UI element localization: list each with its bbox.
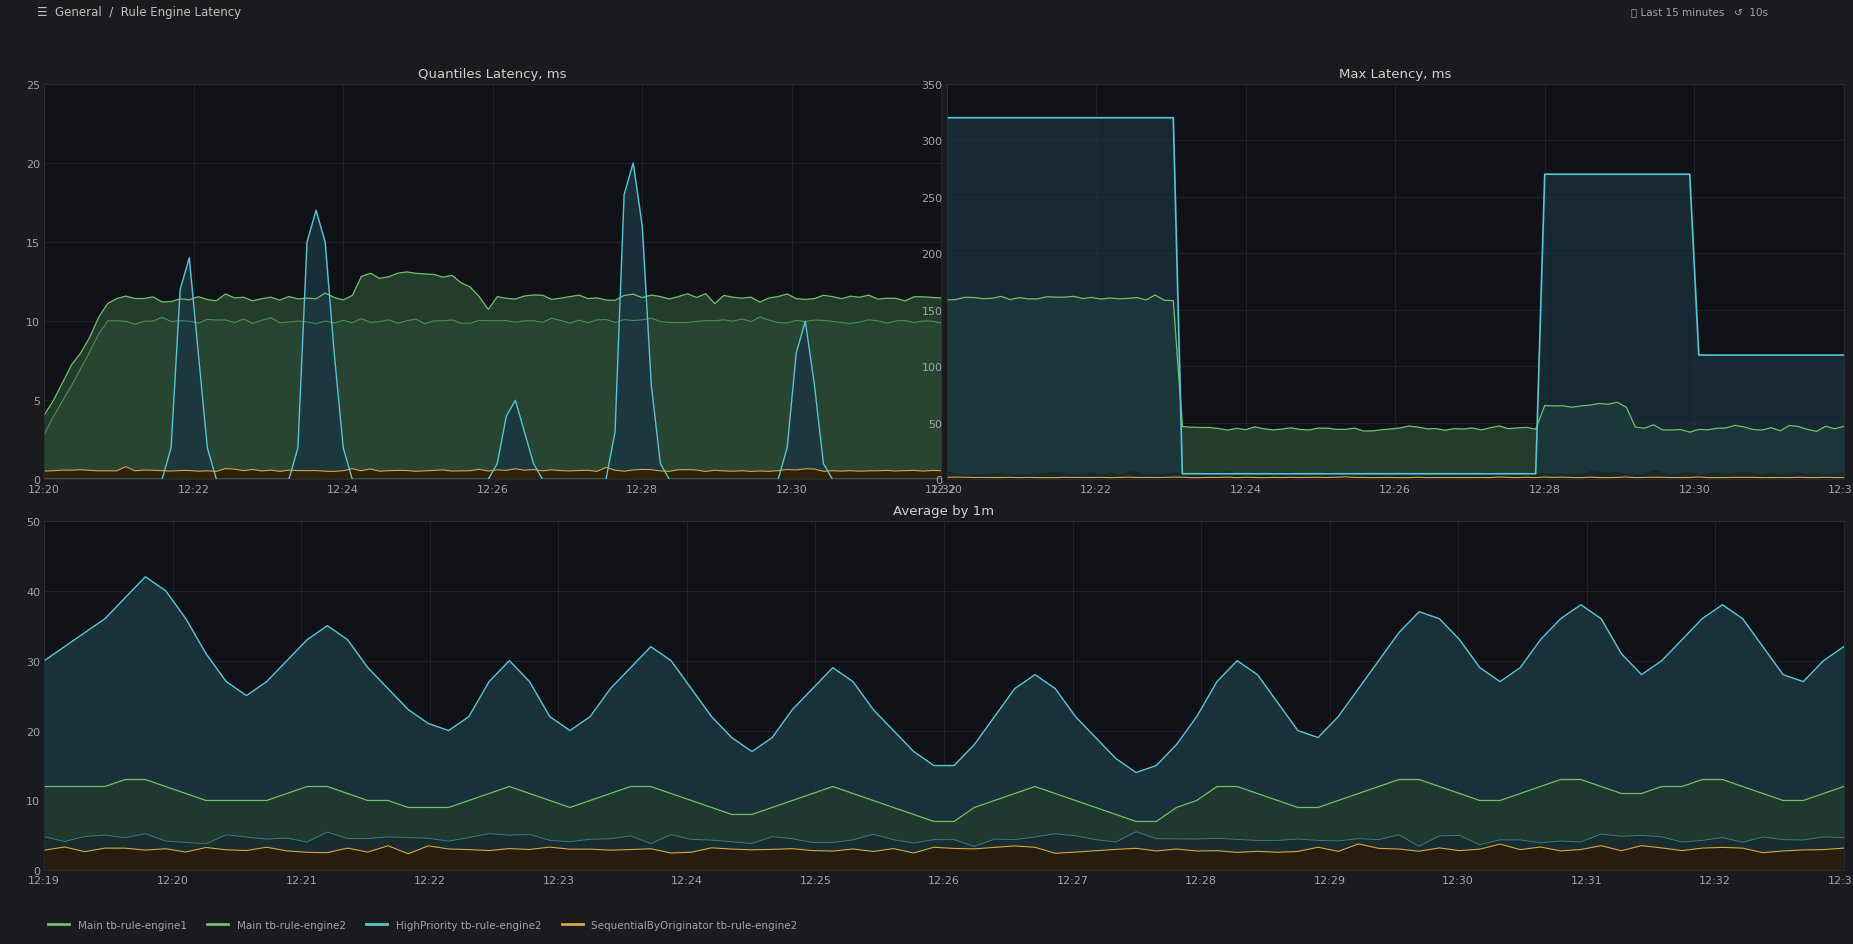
Legend: Main tb-rule-engine1 Quantile - 0.5, ms, Main tb-rule-engine2 Quantile - 0.5, ms: Main tb-rule-engine1 Quantile - 0.5, ms,…	[44, 551, 602, 583]
Title: Average by 1m: Average by 1m	[893, 504, 995, 517]
Legend: Main tb-rule-engine1, Main tb-rule-engine2, HighPriority tb-rule-engine2, Sequen: Main tb-rule-engine1, Main tb-rule-engin…	[44, 916, 802, 935]
Title: Quantiles Latency, ms: Quantiles Latency, ms	[419, 68, 567, 81]
Text: ⏱ Last 15 minutes   ↺  10s: ⏱ Last 15 minutes ↺ 10s	[1631, 8, 1768, 18]
Legend: Max - tb-rule-engine1, ms, Max - tb-rule-engine2, ms, HighPriority - tb-rule-eng: Max - tb-rule-engine1, ms, Max - tb-rule…	[947, 551, 1375, 583]
Title: Max Latency, ms: Max Latency, ms	[1340, 68, 1451, 81]
Text: ☰  General  /  Rule Engine Latency: ☰ General / Rule Engine Latency	[37, 6, 241, 19]
